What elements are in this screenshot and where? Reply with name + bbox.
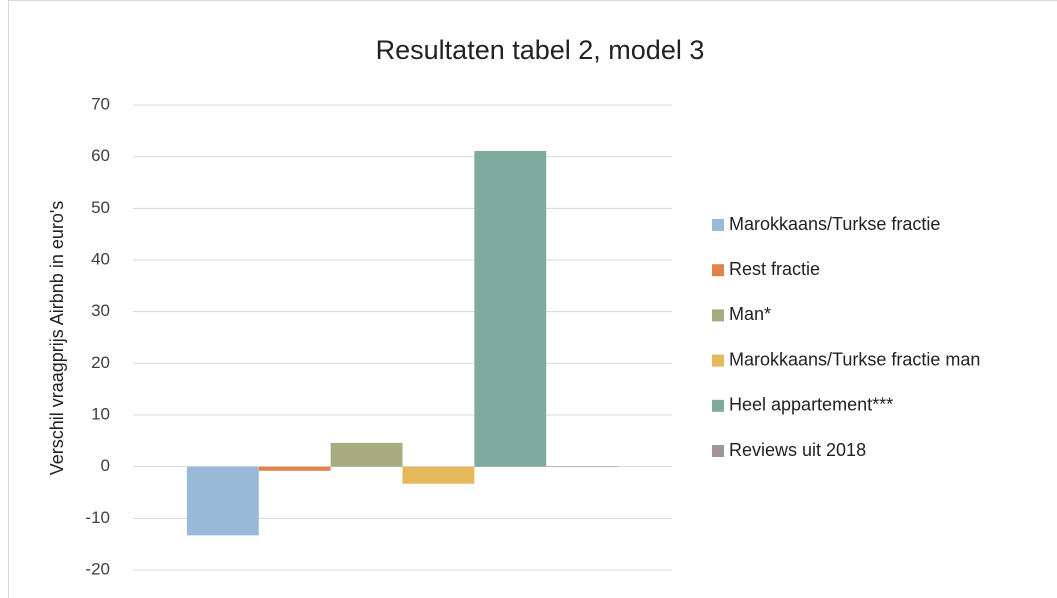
legend-swatch (712, 354, 724, 367)
legend-swatch (712, 445, 724, 457)
bar (186, 466, 259, 536)
legend-label: Marokkaans/Turkse fractie man (729, 349, 980, 369)
y-tick-label: 0 (101, 456, 110, 475)
y-tick-label: 70 (91, 94, 110, 113)
bar (402, 466, 475, 484)
chart-title: Resultaten tabel 2, model 3 (376, 35, 705, 65)
y-tick-label: 50 (91, 198, 110, 217)
legend-label: Heel appartement*** (729, 395, 893, 415)
y-tick-label: 20 (91, 353, 110, 372)
legend-swatch (712, 219, 724, 231)
legend-swatch (712, 399, 724, 412)
y-tick-label: -10 (85, 508, 110, 527)
y-axis-label: Verschil vraagprijs Airbnb in euro's (47, 201, 67, 476)
bar (330, 442, 403, 467)
y-tick-label: 60 (91, 146, 110, 165)
y-tick-label: 30 (91, 301, 110, 320)
legend-swatch (712, 264, 724, 277)
legend-swatch (712, 309, 724, 322)
legend-label: Marokkaans/Turkse fractie (729, 214, 940, 234)
bar (258, 466, 331, 471)
bar (474, 150, 547, 467)
legend-label: Rest fractie (729, 259, 820, 279)
y-tick-label: 40 (91, 249, 110, 268)
y-tick-label: -20 (85, 559, 110, 578)
legend-label: Reviews uit 2018 (729, 440, 866, 460)
legend-label: Man* (729, 304, 771, 324)
y-tick-label: 10 (91, 404, 110, 423)
bar (546, 466, 619, 467)
